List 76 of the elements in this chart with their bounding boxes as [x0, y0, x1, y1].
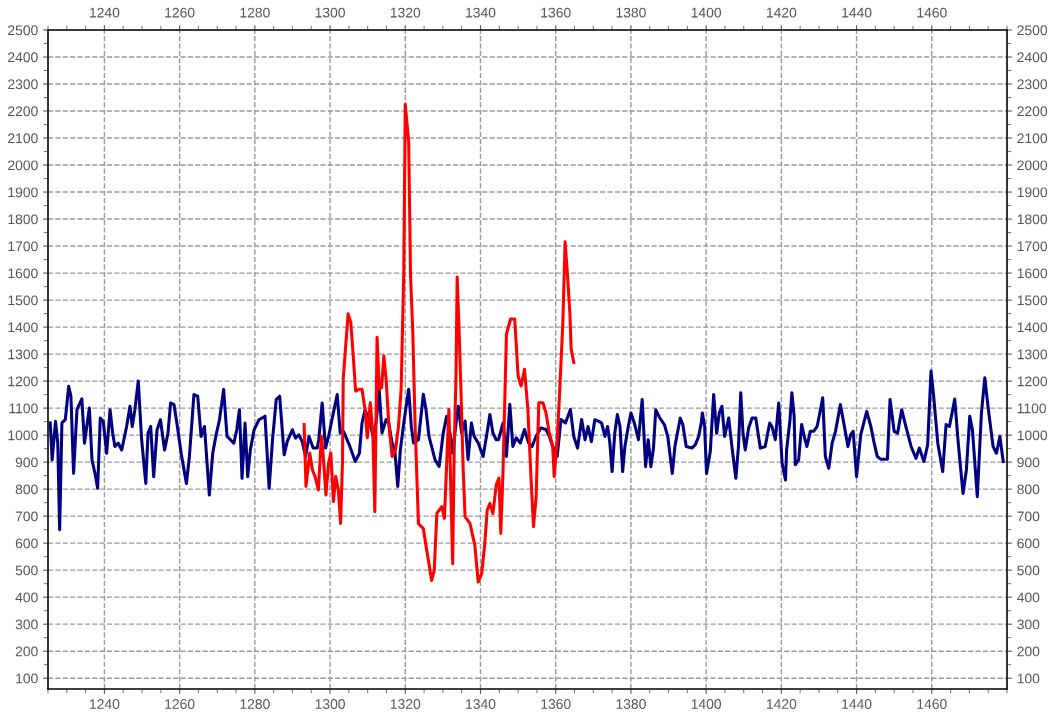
y2-tick-label: 1000 [1017, 430, 1048, 441]
y-tick-label: 1700 [8, 241, 38, 252]
y-tick-label: 1400 [8, 322, 38, 333]
y2-tick-label: 2500 [1017, 25, 1048, 36]
x-tick-label: 1460 [917, 699, 947, 709]
y-tick-label: 700 [15, 511, 38, 522]
x2-tick-label: 1240 [90, 7, 120, 18]
y2-tick-label: 1400 [1017, 322, 1048, 333]
x2-tick-label: 1420 [766, 7, 797, 18]
y2-tick-label: 2100 [1017, 133, 1048, 144]
y-tick-label: 1600 [8, 268, 38, 279]
y-tick-label: 1200 [8, 376, 38, 387]
y2-tick-label: 300 [1017, 619, 1040, 630]
x2-tick-label: 1440 [842, 7, 872, 18]
y-tick-label: 2100 [8, 133, 38, 144]
y-tick-label: 1900 [8, 187, 38, 198]
y2-tick-label: 2300 [1017, 79, 1048, 90]
y2-tick-label: 700 [1017, 511, 1040, 522]
y2-tick-label: 1900 [1017, 187, 1048, 198]
y2-tick-label: 900 [1017, 457, 1040, 468]
y-tick-label: 1000 [8, 430, 38, 441]
x2-tick-label: 1340 [466, 7, 496, 18]
y2-tick-label: 1600 [1017, 268, 1048, 279]
y-tick-label: 300 [15, 619, 38, 630]
y-tick-label: 200 [15, 646, 38, 657]
y2-tick-label: 200 [1017, 646, 1040, 657]
y-tick-label: 400 [15, 592, 38, 603]
x2-tick-label: 1260 [165, 7, 195, 18]
x2-tick-label: 1320 [390, 7, 421, 18]
y-tick-label: 600 [15, 538, 38, 549]
x2-tick-label: 1360 [541, 7, 571, 18]
x-tick-label: 1320 [390, 699, 421, 709]
y-tick-label: 100 [16, 673, 38, 684]
x2-tick-label: 1280 [240, 7, 270, 18]
x2-tick-label: 1400 [691, 7, 722, 18]
x-tick-label: 1360 [541, 699, 571, 709]
y2-tick-label: 2200 [1017, 106, 1048, 117]
y2-tick-label: 2400 [1017, 52, 1048, 63]
x-tick-label: 1240 [90, 699, 120, 709]
y-tick-label: 2000 [8, 160, 38, 171]
x-tick-label: 1440 [842, 699, 872, 709]
x2-tick-label: 1460 [917, 7, 947, 18]
x-tick-label: 1380 [616, 699, 646, 709]
x-tick-label: 1260 [165, 699, 195, 709]
y-tick-label: 1300 [8, 349, 38, 360]
x-tick-label: 1420 [766, 699, 797, 709]
y2-tick-label: 1200 [1017, 376, 1048, 387]
y-tick-label: 1500 [8, 295, 38, 306]
y2-tick-label: 1100 [1017, 403, 1047, 414]
x2-tick-label: 1300 [315, 7, 345, 18]
y-tick-label: 2500 [8, 25, 38, 36]
y2-tick-label: 500 [1017, 565, 1040, 576]
y2-tick-label: 100 [1017, 673, 1040, 684]
y-tick-label: 800 [15, 484, 38, 495]
y-tick-label: 900 [15, 457, 38, 468]
y2-tick-label: 1300 [1017, 349, 1048, 360]
y2-tick-label: 2000 [1017, 160, 1048, 171]
y-tick-label: 2300 [8, 79, 38, 90]
y2-tick-label: 800 [1017, 484, 1040, 495]
y2-tick-label: 1700 [1017, 241, 1048, 252]
x-tick-label: 1280 [240, 699, 270, 709]
y-tick-label: 500 [15, 565, 38, 576]
y2-tick-label: 600 [1017, 538, 1040, 549]
line-series [48, 369, 1005, 532]
y-tick-label: 2400 [8, 52, 38, 63]
y-tick-label: 1100 [9, 403, 38, 414]
x-tick-label: 1400 [691, 699, 722, 709]
y-tick-label: 1800 [8, 214, 38, 225]
line-series [302, 102, 576, 584]
x-tick-label: 1300 [315, 699, 345, 709]
y2-tick-label: 1500 [1017, 295, 1048, 306]
y2-tick-label: 400 [1017, 592, 1040, 603]
y-tick-label: 2200 [8, 106, 38, 117]
x-tick-label: 1340 [466, 699, 496, 709]
x2-tick-label: 1380 [616, 7, 646, 18]
y2-tick-label: 1800 [1017, 214, 1048, 225]
